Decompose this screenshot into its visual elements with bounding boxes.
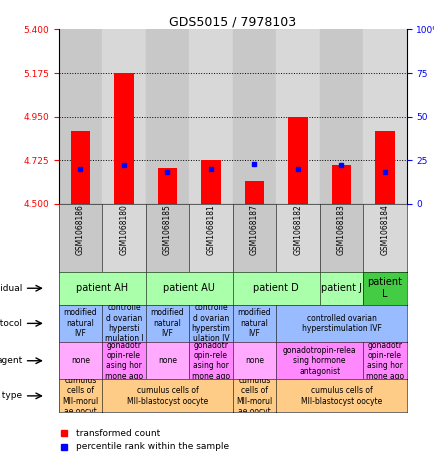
Bar [276,29,319,204]
Text: controlle
d ovarian
hyperstim
ulation IV: controlle d ovarian hyperstim ulation IV [191,303,230,343]
Bar [375,131,394,204]
Bar [145,29,189,204]
Text: cumulus cells of
MII-blastocyst oocyte: cumulus cells of MII-blastocyst oocyte [300,386,381,405]
Bar [102,29,145,204]
Text: modified
natural
IVF: modified natural IVF [63,308,97,338]
Text: patient J: patient J [320,283,361,293]
Text: GSM1068187: GSM1068187 [250,204,258,255]
Bar [71,131,90,204]
Text: cumulus cells of
MII-blastocyst oocyte: cumulus cells of MII-blastocyst oocyte [127,386,207,405]
Text: GSM1068184: GSM1068184 [380,204,388,255]
Bar [288,116,307,204]
Bar [189,29,232,204]
Text: gonadotropin-relea
sing hormone
antagonist: gonadotropin-relea sing hormone antagoni… [282,346,356,376]
Bar [331,165,351,204]
Text: protocol: protocol [0,319,22,328]
Text: GSM1068185: GSM1068185 [163,204,171,255]
Text: patient D: patient D [253,283,299,293]
Text: cumulus
cells of
MII-morul
ae oocyt: cumulus cells of MII-morul ae oocyt [236,376,272,416]
Text: GSM1068183: GSM1068183 [336,204,345,255]
Text: patient
L: patient L [367,277,401,299]
Text: individual: individual [0,284,22,293]
Title: GDS5015 / 7978103: GDS5015 / 7978103 [169,15,296,28]
Text: controlled ovarian
hyperstimulation IVF: controlled ovarian hyperstimulation IVF [301,313,381,333]
Text: modified
natural
IVF: modified natural IVF [150,308,184,338]
Bar [59,29,102,204]
Text: none: none [158,356,177,365]
Text: GSM1068186: GSM1068186 [76,204,85,255]
Text: cumulus
cells of
MII-morul
ae oocyt: cumulus cells of MII-morul ae oocyt [62,376,99,416]
Bar [158,168,177,204]
Bar [244,181,264,204]
Text: patient AH: patient AH [76,283,128,293]
Bar [114,73,134,204]
Text: gonadotr
opin-rele
asing hor
mone ago: gonadotr opin-rele asing hor mone ago [365,341,403,381]
Bar [232,29,276,204]
Text: modified
natural
IVF: modified natural IVF [237,308,271,338]
Text: none: none [244,356,263,365]
Bar [201,159,220,204]
Text: GSM1068181: GSM1068181 [206,204,215,255]
Text: percentile rank within the sample: percentile rank within the sample [76,442,229,451]
Text: agent: agent [0,356,22,365]
Bar [319,29,362,204]
Text: controlle
d ovarian
hypersti
mulation I: controlle d ovarian hypersti mulation I [104,303,143,343]
Text: none: none [71,356,90,365]
Text: gonadotr
opin-rele
asing hor
mone ago: gonadotr opin-rele asing hor mone ago [191,341,230,381]
Text: transformed count: transformed count [76,429,160,438]
Text: cell type: cell type [0,391,22,400]
Text: gonadotr
opin-rele
asing hor
mone ago: gonadotr opin-rele asing hor mone ago [105,341,143,381]
Bar [362,29,406,204]
Text: GSM1068182: GSM1068182 [293,204,302,255]
Text: patient AU: patient AU [163,283,215,293]
Text: GSM1068180: GSM1068180 [119,204,128,255]
